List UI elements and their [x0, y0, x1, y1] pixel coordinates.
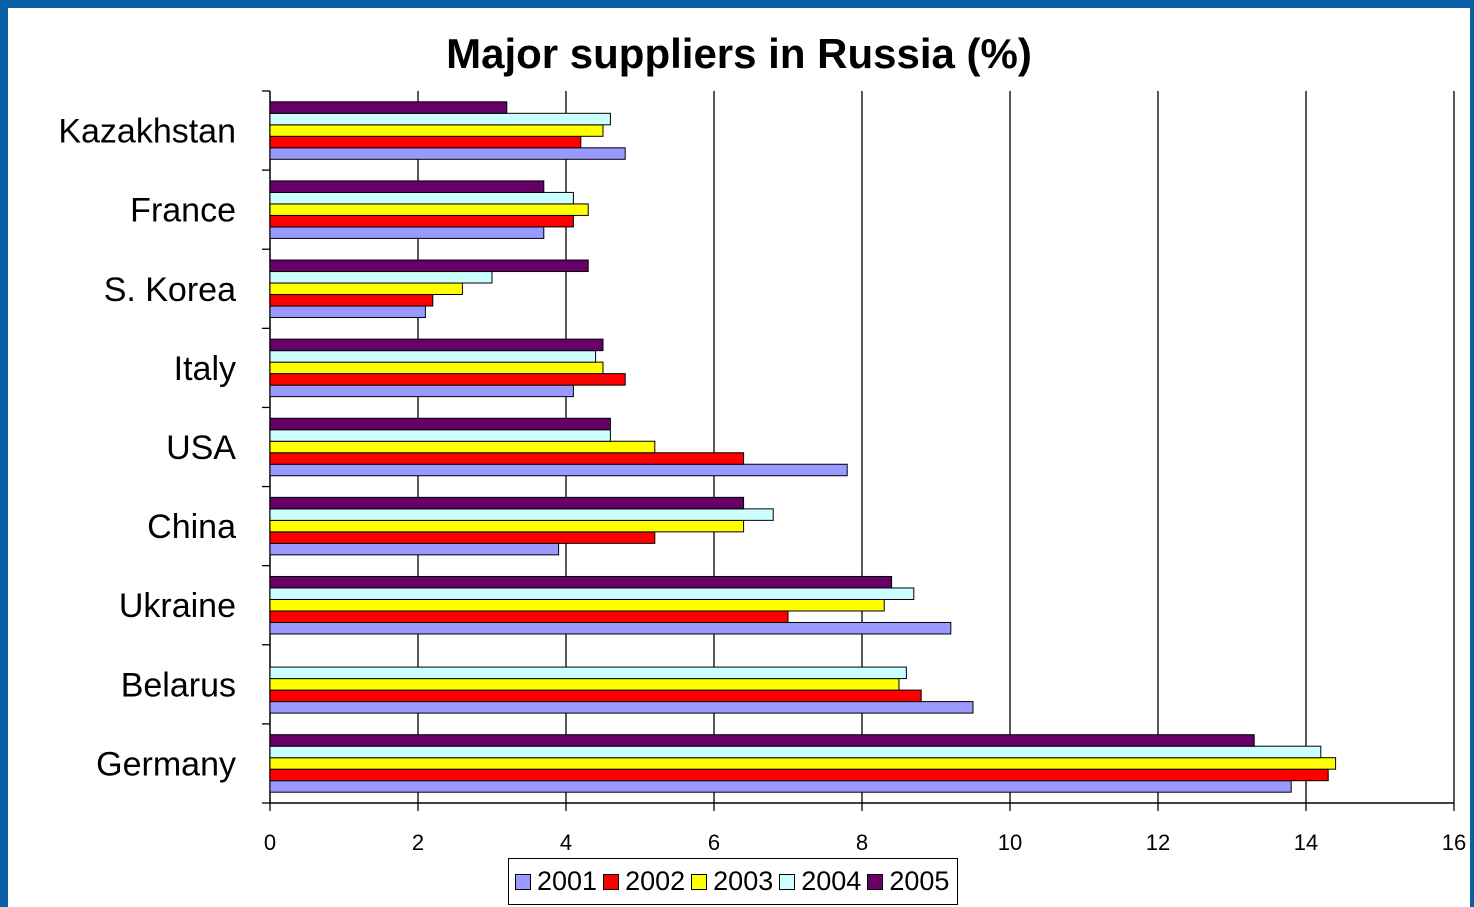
chart-frame: Major suppliers in Russia (%) 0 2 4 6 8 10 12 1… — [8, 8, 1470, 907]
legend: 2001 2002 2003 2004 2005 — [508, 858, 959, 905]
x-tick-label: 6 — [708, 830, 720, 855]
bar-2005-usa — [269, 417, 611, 431]
bar-2002-italy — [269, 373, 626, 386]
bar-2005-italy — [269, 338, 604, 352]
bar-2005-china — [269, 496, 745, 510]
y-category-label: USA — [166, 429, 236, 467]
bar-2001-germany — [269, 780, 1292, 793]
bar-2005-kazakhstan — [269, 101, 508, 114]
legend-item-2003: 2003 — [691, 866, 773, 897]
legend-item-2005: 2005 — [867, 866, 949, 897]
bar-2001-kazakhstan — [269, 147, 626, 160]
bar-2004-china — [269, 508, 774, 521]
legend-label: 2005 — [889, 866, 950, 896]
x-tick-label: 4 — [560, 830, 572, 855]
bar-2002-s-korea — [269, 294, 434, 307]
bar-2004-germany — [269, 745, 1322, 759]
bar-2004-ukraine — [269, 587, 915, 600]
legend-item-2004: 2004 — [779, 866, 861, 897]
y-category-label: China — [147, 508, 236, 546]
bar-2003-italy — [269, 361, 604, 375]
bar-chart: 0 2 4 6 8 10 12 14 16 Kazakhstan France S. Korea Ita… — [58, 90, 1466, 855]
legend-label: 2002 — [625, 866, 686, 896]
y-category-label: Germany — [96, 745, 236, 783]
bar-2001-s-korea — [269, 305, 426, 319]
bar-2002-france — [269, 214, 574, 228]
x-tick-label: 0 — [264, 830, 276, 855]
x-tick-label: 12 — [1146, 830, 1170, 855]
legend-swatch — [603, 873, 620, 890]
legend-label: 2001 — [537, 866, 598, 896]
bar-2003-usa — [269, 440, 656, 454]
chart-title: Major suppliers in Russia (%) — [446, 30, 1032, 77]
bar-2001-ukraine — [269, 621, 952, 635]
bar-2004-usa — [269, 429, 611, 442]
bar-2005-france — [269, 180, 545, 193]
y-category-label: Belarus — [121, 666, 236, 704]
x-tick-label: 16 — [1442, 830, 1466, 855]
legend-item-2001: 2001 — [515, 866, 597, 897]
x-tick-label: 8 — [856, 830, 868, 855]
bar-2001-italy — [269, 384, 574, 398]
x-tick-label: 2 — [412, 830, 424, 855]
bar-2003-belarus — [269, 678, 900, 691]
bar-2002-belarus — [269, 689, 922, 703]
legend-label: 2003 — [713, 866, 774, 896]
legend-label: 2004 — [801, 866, 862, 896]
bar-2003-s-korea — [269, 282, 463, 296]
bar-2004-kazakhstan — [269, 112, 611, 126]
y-category-label: Ukraine — [119, 587, 236, 625]
bar-2003-ukraine — [269, 598, 885, 612]
y-category-label: Kazakhstan — [58, 113, 236, 151]
y-category-label: S. Korea — [104, 271, 236, 309]
x-tick-label: 10 — [998, 830, 1022, 855]
bar-2001-usa — [269, 463, 848, 477]
bar-2005-s-korea — [269, 259, 589, 273]
bar-2002-germany — [269, 768, 1329, 782]
legend-swatch — [779, 873, 796, 890]
bar-2004-belarus — [269, 666, 907, 680]
bar-2005-ukraine — [269, 575, 893, 589]
y-category-label: France — [130, 192, 236, 230]
bar-2004-italy — [269, 350, 597, 363]
bar-2002-ukraine — [269, 610, 789, 623]
bar-2001-china — [269, 542, 560, 556]
x-tick-label: 14 — [1294, 830, 1318, 855]
bar-2003-china — [269, 519, 745, 533]
y-category-label: Italy — [174, 350, 236, 388]
bar-2003-kazakhstan — [269, 124, 604, 137]
legend-swatch — [691, 873, 708, 890]
bar-2002-usa — [269, 452, 745, 465]
bar-2004-france — [269, 191, 574, 205]
bar-2002-china — [269, 531, 656, 544]
bar-2003-france — [269, 203, 589, 216]
bar-2001-france — [269, 226, 545, 239]
legend-swatch — [515, 873, 531, 890]
legend-item-2002: 2002 — [603, 866, 685, 897]
bar-2004-s-korea — [269, 271, 493, 284]
bar-2003-germany — [269, 757, 1337, 770]
bar-2002-kazakhstan — [269, 135, 582, 149]
bar-2005-germany — [269, 734, 1255, 747]
bar-2001-belarus — [269, 701, 974, 714]
legend-swatch — [867, 873, 884, 890]
